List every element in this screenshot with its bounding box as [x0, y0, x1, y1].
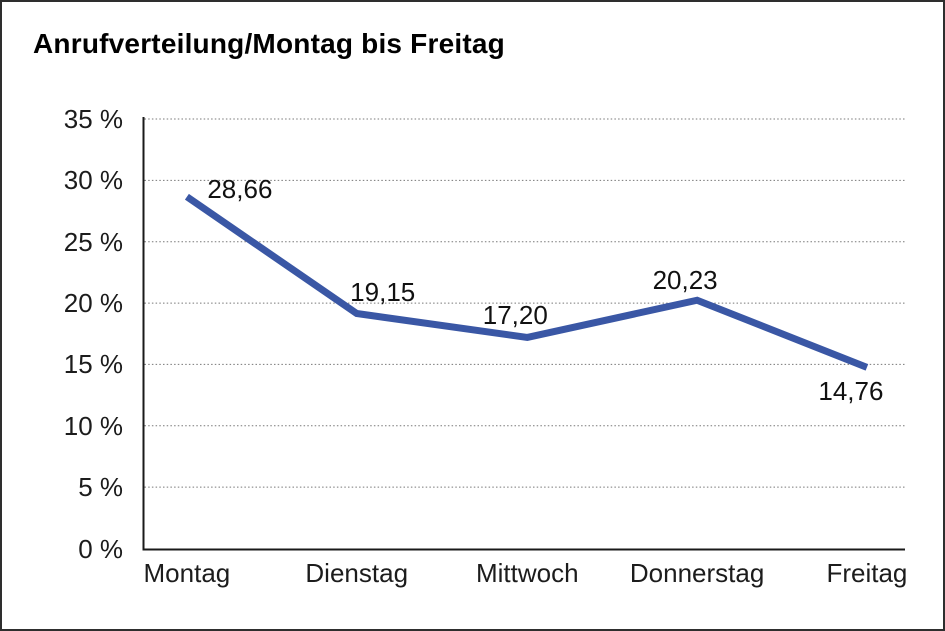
y-axis-tick-label: 30 %	[63, 165, 123, 196]
x-axis-category-label: Donnerstag	[629, 558, 765, 588]
chart-title: Anrufverteilung/Montag bis Freitag	[33, 28, 505, 59]
y-axis-tick-label: 35 %	[63, 104, 123, 134]
y-axis-tick-label: 5 %	[78, 472, 123, 503]
y-axis-tick-label: 20 %	[63, 288, 123, 319]
x-axis-category-label: Montag	[143, 558, 231, 588]
x-axis-category-label: Mittwoch	[475, 558, 579, 588]
y-axis-tick-label: 15 %	[63, 349, 123, 380]
y-axis-tick-label: 10 %	[63, 410, 123, 441]
y-axis-tick-label: 0 %	[78, 533, 123, 564]
x-axis-category-label: Freitag	[826, 558, 908, 588]
x-axis-category-label: Dienstag	[305, 558, 409, 588]
data-point-label: 28,66	[207, 173, 273, 204]
data-point-label: 20,23	[652, 265, 718, 296]
data-point-label: 17,20	[482, 300, 548, 331]
y-axis-tick-label: 25 %	[63, 226, 123, 257]
data-point-label: 14,76	[818, 376, 884, 407]
data-point-label: 19,15	[350, 276, 416, 307]
data-series-line	[184, 193, 869, 371]
